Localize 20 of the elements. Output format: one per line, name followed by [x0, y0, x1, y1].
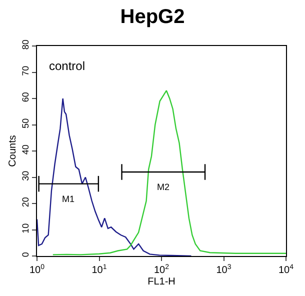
annotation: control	[49, 59, 86, 73]
annotation: M2	[157, 182, 170, 192]
y-tick-label: 40	[20, 144, 30, 155]
x-tick-label: 10$^{4}$	[278, 264, 294, 276]
y-tick-label: 50	[20, 118, 30, 128]
annotation: M1	[62, 194, 75, 204]
x-tick-label: 10$^{1}$	[92, 264, 107, 276]
x-axis-title: FL1-H	[148, 276, 176, 288]
y-tick-label: 80	[20, 40, 30, 50]
y-tick-label: 20	[20, 197, 30, 208]
y-tick-label: 60	[20, 92, 30, 102]
y-axis-title: Counts	[7, 135, 18, 167]
y-tick-label: 30	[20, 170, 30, 181]
x-tick-label: 10$^{3}$	[216, 264, 232, 276]
chart-title: HepG2	[120, 6, 185, 28]
x-tick-label: 10$^{0}$	[29, 264, 45, 276]
y-tick-label: 0	[20, 252, 30, 258]
x-tick-label: 10$^{2}$	[154, 264, 170, 276]
y-tick-label: 10	[20, 223, 30, 234]
y-tick-label: 70	[20, 66, 30, 76]
